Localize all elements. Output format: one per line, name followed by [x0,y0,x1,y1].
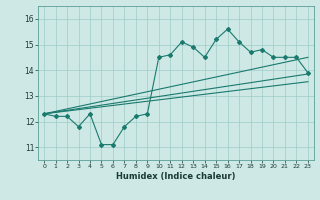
X-axis label: Humidex (Indice chaleur): Humidex (Indice chaleur) [116,172,236,181]
